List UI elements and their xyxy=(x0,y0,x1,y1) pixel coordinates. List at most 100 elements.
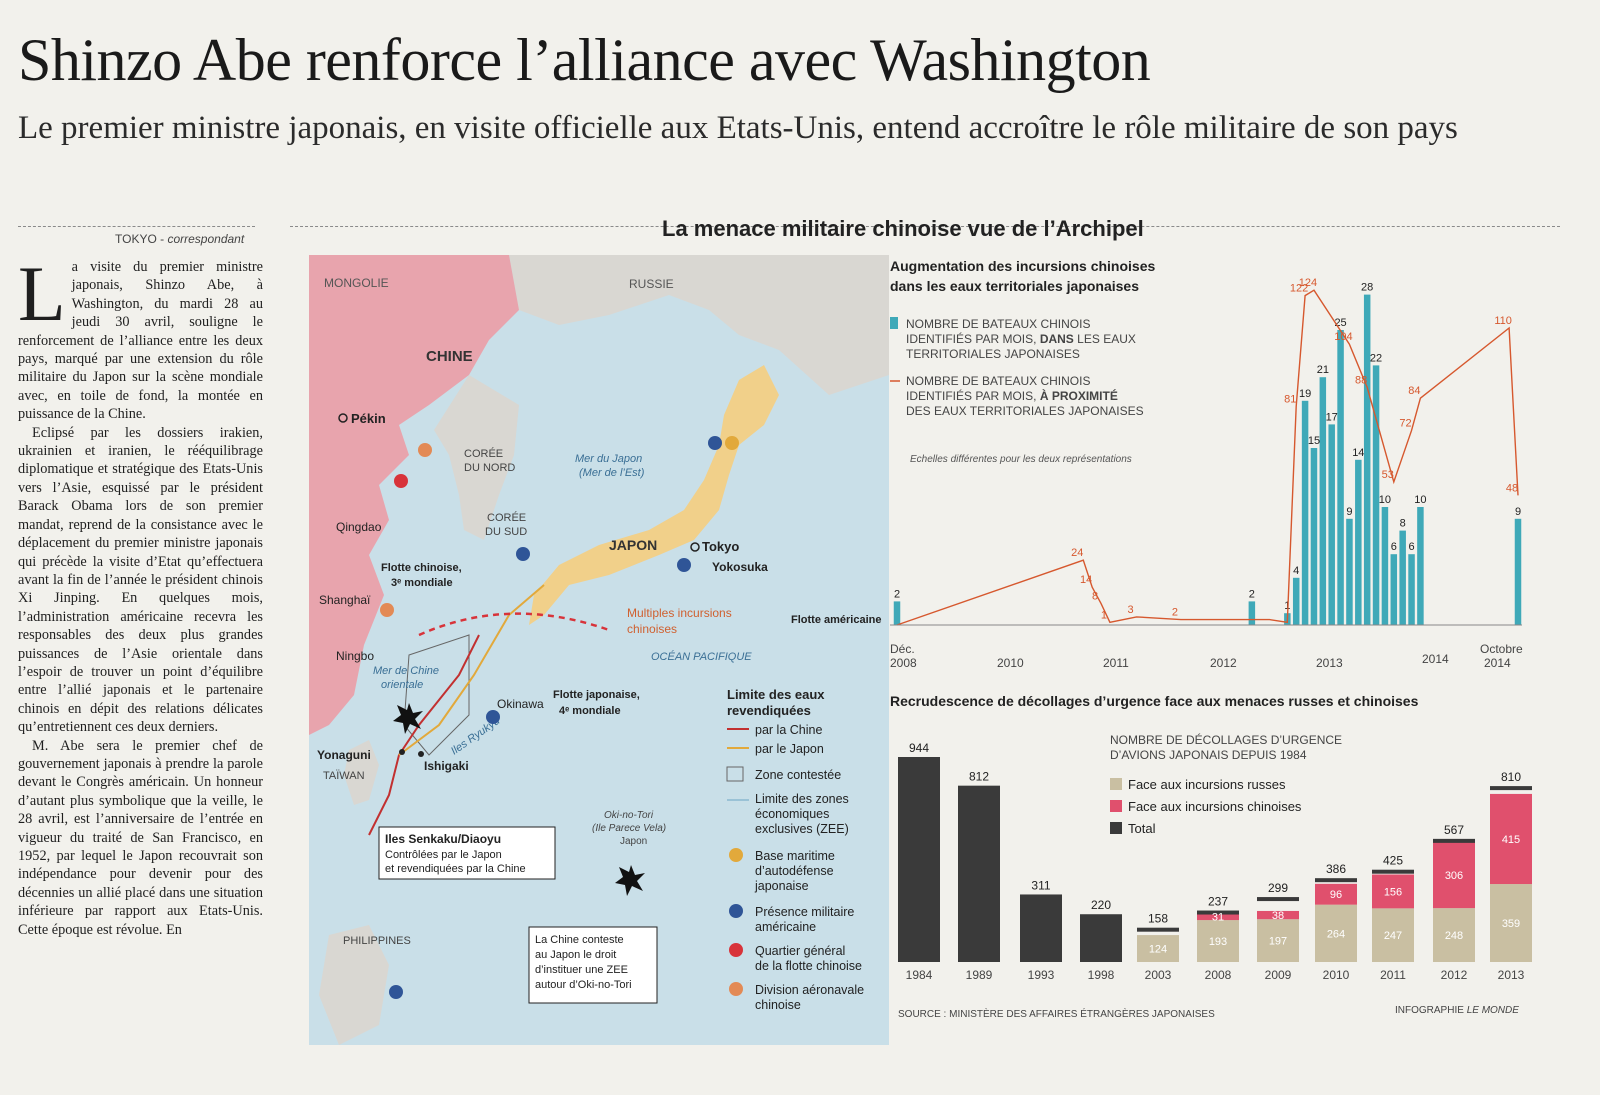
us-presence-marker xyxy=(389,985,403,999)
scramble-russes-label: 248 xyxy=(1445,930,1463,942)
label-ishigaki: Ishigaki xyxy=(424,759,469,773)
incursion-bar-label: 28 xyxy=(1361,282,1373,294)
incursion-line-label: 81 xyxy=(1284,393,1296,405)
zee-callout xyxy=(528,926,658,1004)
label-philippines: PHILIPPINES xyxy=(343,935,411,947)
incursion-line-label: 14 xyxy=(1080,574,1092,586)
legend-line-3: DES EAUX TERRITORIALES JAPONAISES xyxy=(906,404,1144,418)
zee-line-1: La Chine conteste xyxy=(535,934,624,946)
pekin-marker xyxy=(338,413,348,423)
chinese-division-marker xyxy=(418,443,432,457)
legend-bars-1: NOMBRE DE BATEAUX CHINOIS xyxy=(906,317,1090,331)
scramble-russes-label: 193 xyxy=(1209,936,1227,948)
incursions-title-2: dans les eaux territoriales japonaises xyxy=(890,278,1139,294)
scramble-legend-title-2: D’AVIONS JAPONAIS DEPUIS 1984 xyxy=(1110,748,1307,762)
legend-us-1: Présence militaire xyxy=(755,905,854,919)
incursion-line-label: 53 xyxy=(1382,469,1394,481)
label-okinotori-3: Japon xyxy=(620,836,647,847)
chinese-hq-marker xyxy=(394,474,408,488)
scramble-total-label: 158 xyxy=(1148,912,1168,926)
scramble-chinoises-bar xyxy=(1257,910,1299,920)
incursion-bar-label: 10 xyxy=(1414,494,1426,506)
scramble-total-cap xyxy=(1490,786,1532,791)
label-mer-japon-2: (Mer de l’Est) xyxy=(579,467,645,479)
legend-chinoises: Face aux incursions chinoises xyxy=(1128,799,1302,814)
legend-bars-bold: DANS xyxy=(1040,332,1074,346)
legend-total-swatch xyxy=(1110,822,1122,834)
incursion-line-label: 3 xyxy=(1127,604,1133,616)
label-okinotori-1: Oki-no-Tori xyxy=(604,810,654,821)
legend-russes-swatch xyxy=(1110,778,1122,790)
scramble-chinoises-label: 38 xyxy=(1272,910,1284,922)
label-yonaguni: Yonaguni xyxy=(317,748,371,762)
subheadline: Le premier ministre japonais, en visite … xyxy=(18,110,1458,146)
label-mongolie: MONGOLIE xyxy=(324,276,389,290)
scramble-year-label: 2012 xyxy=(1441,968,1468,982)
scramble-total-label: 220 xyxy=(1091,898,1111,912)
incursion-bar xyxy=(1319,377,1327,625)
scramble-year-label: 1998 xyxy=(1088,968,1115,982)
map-taiwan xyxy=(344,740,379,805)
label-pekin: Pékin xyxy=(351,411,386,426)
article-paragraph-3: M. Abe sera le premier chef de gouvernem… xyxy=(18,737,263,938)
legend-base-3: japonaise xyxy=(754,879,809,893)
label-okinawa: Okinawa xyxy=(497,697,544,711)
label-mer-japon-1: Mer du Japon xyxy=(575,453,642,465)
scramble-total-label: 237 xyxy=(1208,895,1228,909)
label-flotte-chinoise-2: 3ᵉ mondiale xyxy=(391,577,453,589)
legend-div-1: Division aéronavale xyxy=(755,983,864,997)
label-qingdao: Qingdao xyxy=(336,520,382,534)
incursion-bar-label: 9 xyxy=(1346,506,1352,518)
map-russia xyxy=(509,255,889,395)
label-mer-chine-2: orientale xyxy=(381,679,423,691)
label-tokyo: Tokyo xyxy=(702,539,739,554)
scramble-russes-bar xyxy=(1257,919,1299,962)
incursion-bar-label: 10 xyxy=(1379,494,1391,506)
incursion-bar xyxy=(1363,294,1371,625)
scramble-total-label: 299 xyxy=(1268,881,1288,895)
article-text-1: a visite du premier ministre japonais, S… xyxy=(18,259,263,423)
scramble-year-label: 1993 xyxy=(1028,968,1055,982)
senkaku-line-1: Contrôlées par le Japon xyxy=(385,849,502,861)
scramble-year-label: 1989 xyxy=(966,968,993,982)
incursion-bar xyxy=(1399,530,1406,625)
okinotori-explosion-icon xyxy=(615,865,645,896)
label-flotte-americaine: Flotte américaine xyxy=(791,614,881,626)
scramble-russes-bar xyxy=(1372,908,1414,962)
scramble-total-bar xyxy=(1080,914,1122,962)
legend-base-icon xyxy=(729,848,743,862)
legend-base-1: Base maritime xyxy=(755,849,835,863)
tick-octobre: Octobre xyxy=(1480,642,1523,656)
scramble-total-label: 812 xyxy=(969,770,989,784)
incursion-line-label: 48 xyxy=(1506,482,1518,494)
scramble-year-label: 1984 xyxy=(906,968,933,982)
scramble-chinoises-label: 156 xyxy=(1384,886,1402,898)
scramble-chinoises-label: 96 xyxy=(1330,889,1342,901)
incursion-bar-label: 21 xyxy=(1317,364,1329,376)
label-okinotori-2: (Ile Parece Vela) xyxy=(592,823,666,834)
incursion-bar xyxy=(1355,459,1362,625)
label-flotte-japonaise-2: 4ᵉ mondiale xyxy=(559,705,621,717)
incursion-line xyxy=(896,289,1519,626)
legend-div-2: chinoise xyxy=(755,998,801,1012)
scramble-total-cap xyxy=(1137,927,1179,932)
ishigaki-dot xyxy=(418,751,424,757)
scramble-total-bar xyxy=(958,785,1000,962)
tick-oct-2014: 2014 xyxy=(1484,656,1511,670)
scramble-year-label: 2009 xyxy=(1265,968,1292,982)
scramble-chinoises-bar xyxy=(1490,793,1532,885)
incursions-title-1: Augmentation des incursions chinoises xyxy=(890,258,1155,274)
scramble-russes-bar xyxy=(1137,935,1179,962)
source-text: SOURCE : MINISTÈRE DES AFFAIRES ÉTRANGÈR… xyxy=(898,1007,1215,1020)
incursion-bar xyxy=(1408,554,1415,625)
scramble-total-label: 944 xyxy=(909,741,929,755)
incursion-bar-label: 19 xyxy=(1299,388,1311,400)
legend-bars-3: LES EAUX xyxy=(1077,332,1136,346)
legend-russes: Face aux incursions russes xyxy=(1128,777,1286,792)
senkaku-callout xyxy=(378,826,556,880)
scramble-plot-area: 944 1984 812 1989 311 1993 220 1998 124 158 2003 19… xyxy=(898,741,1532,982)
scramble-chart: Recrudescence de décollages d’urgence fa… xyxy=(890,693,1532,1020)
incursion-bar xyxy=(1301,400,1309,625)
incursion-bar xyxy=(1310,448,1318,625)
